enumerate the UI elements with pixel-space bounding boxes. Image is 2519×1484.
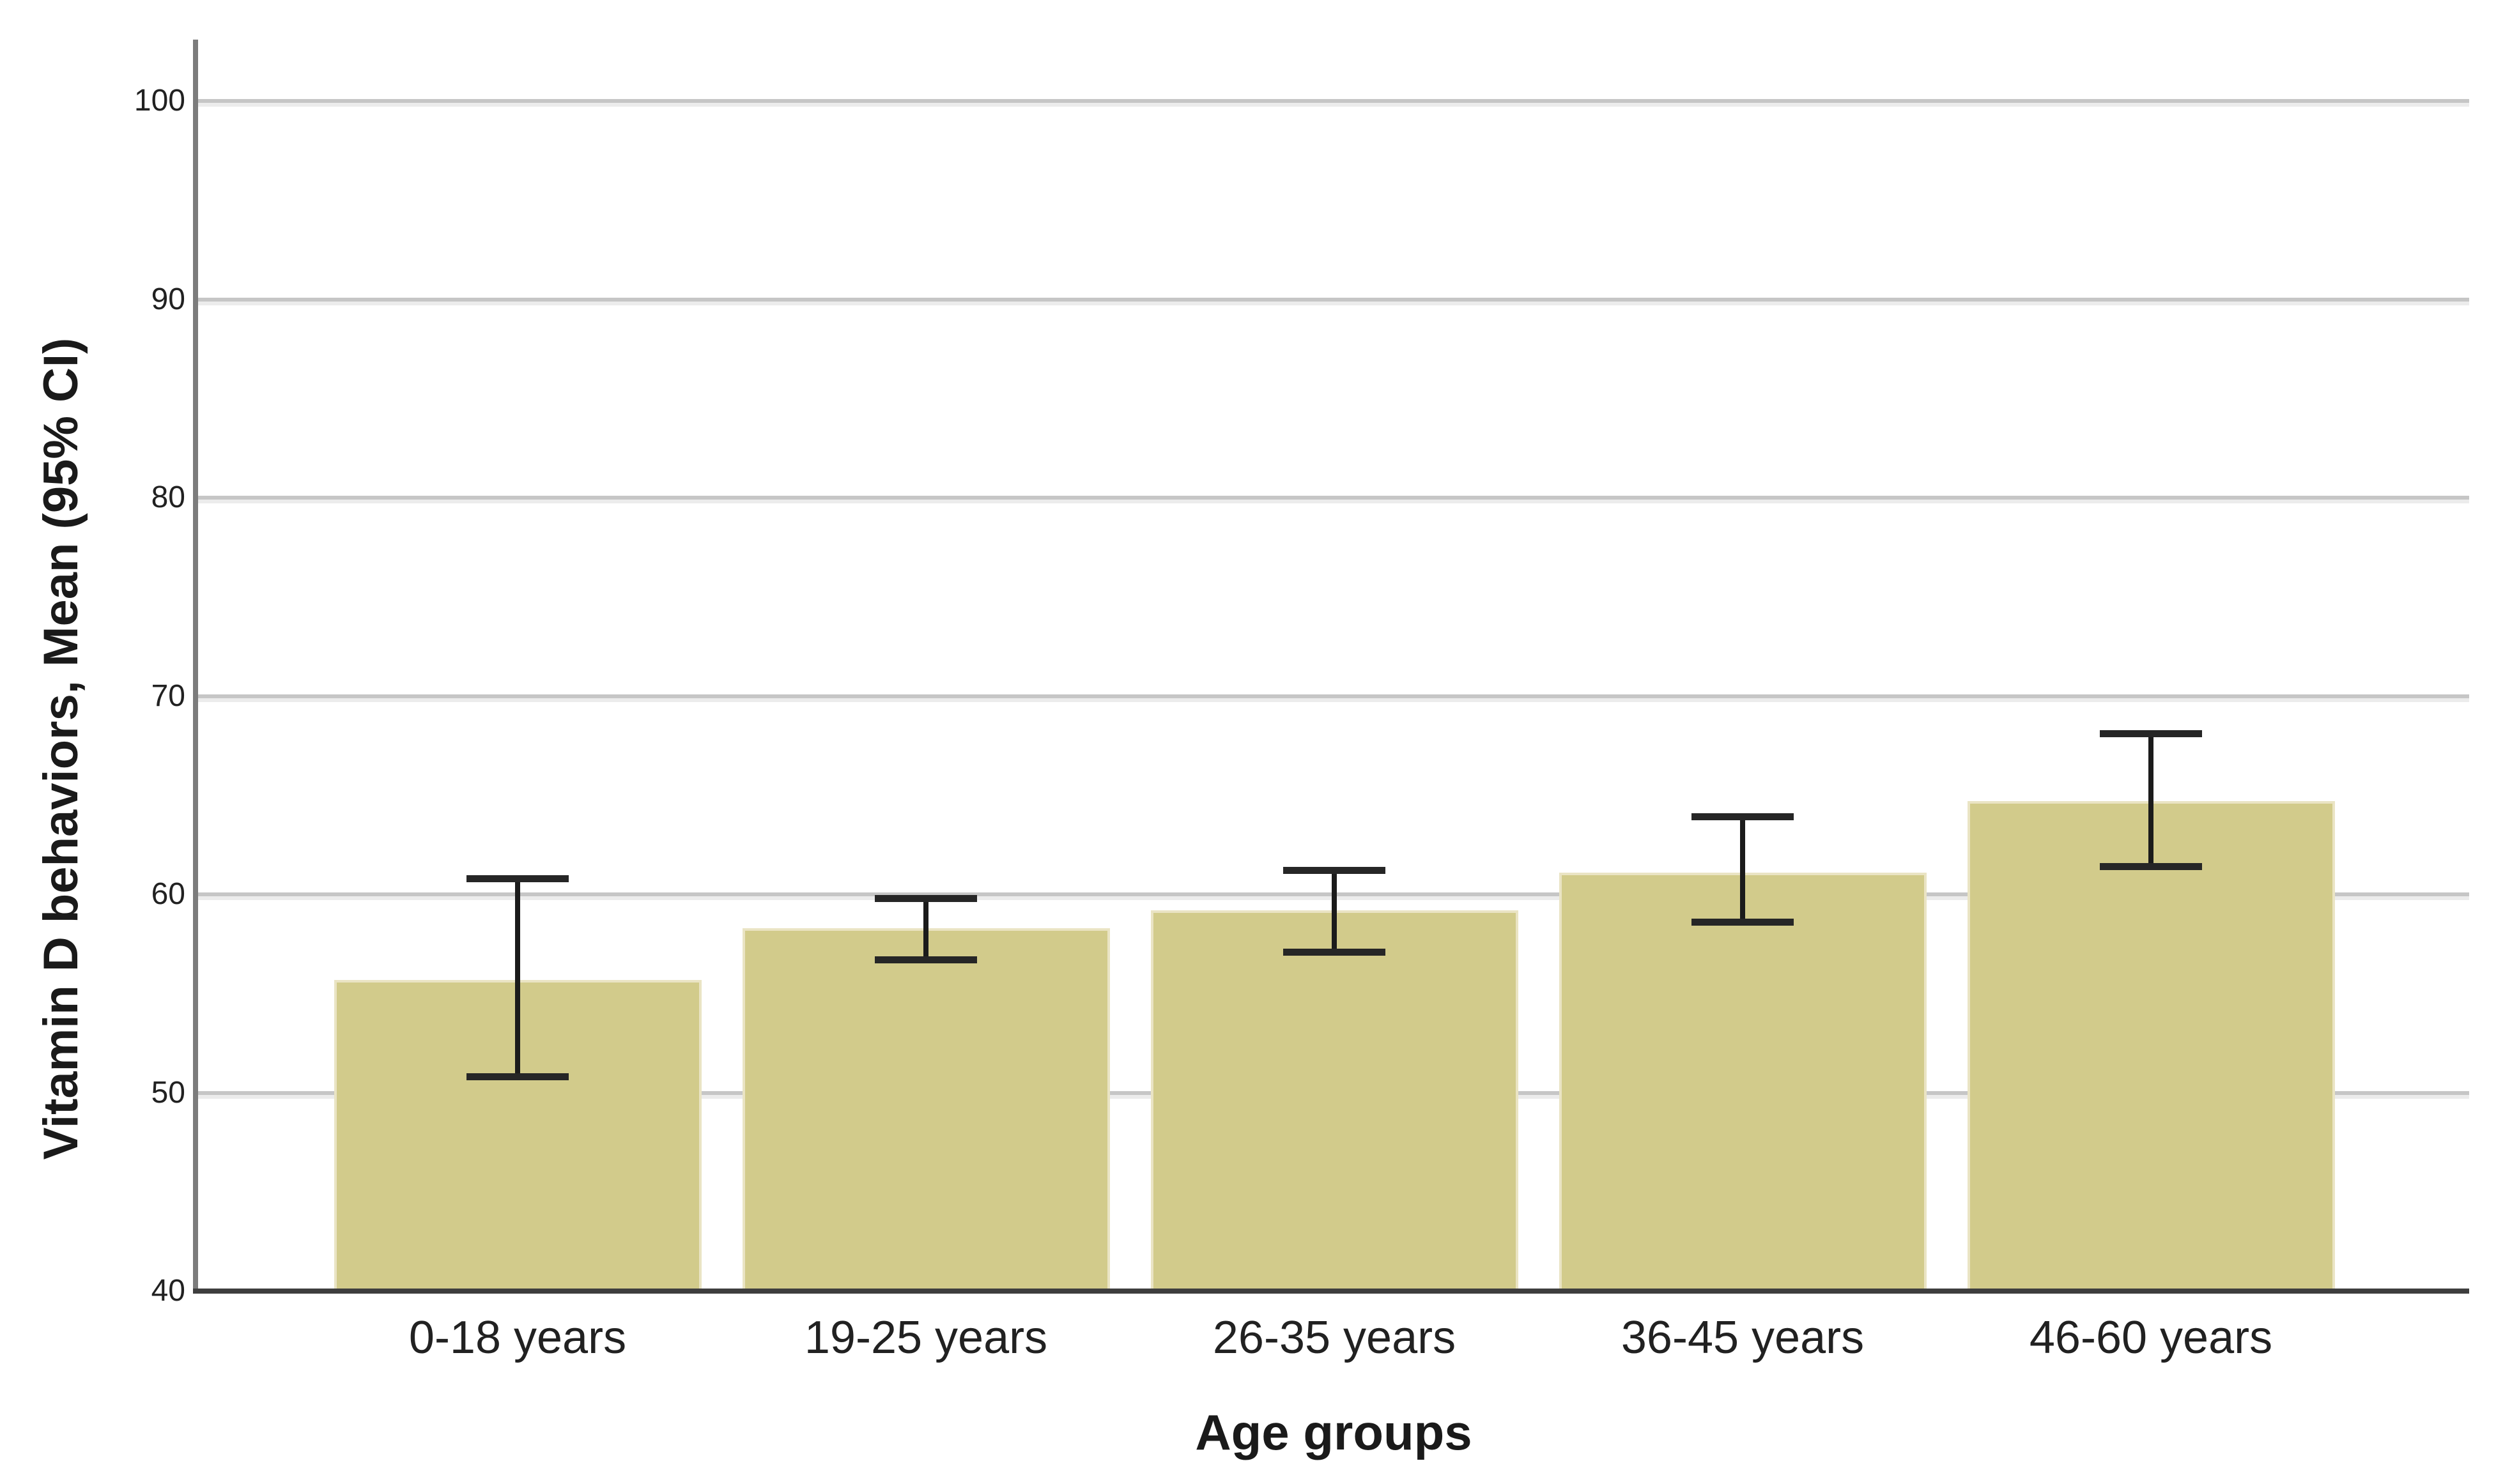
error-bar-cap-bottom <box>1283 948 1385 956</box>
error-bar-line <box>1332 870 1337 952</box>
error-bar-line <box>2148 733 2153 867</box>
x-category-label-1: 0-18 years <box>408 1312 627 1363</box>
y-tick-label-40: 40 <box>151 1274 185 1308</box>
error-bar-cap-bottom <box>875 956 977 963</box>
bar-36-45-years <box>1559 872 1927 1291</box>
y-tick-label-80: 80 <box>151 480 185 514</box>
error-bar-line <box>515 878 520 1077</box>
gridline-y-100 <box>198 99 2469 103</box>
x-axis-title: Age groups <box>1195 1404 1472 1460</box>
error-bar-cap-top <box>466 875 569 882</box>
error-bar-cap-top <box>2100 730 2202 737</box>
plot-area <box>198 40 2469 1291</box>
x-category-label-3: 26-35 years <box>1212 1312 1456 1363</box>
y-tick-label-100: 100 <box>134 84 185 118</box>
gridline-y-70 <box>198 694 2469 698</box>
y-tick-label-90: 90 <box>151 282 185 316</box>
gridline-y-80 <box>198 496 2469 500</box>
error-bar-cap-bottom <box>2100 863 2202 871</box>
error-bar-cap-bottom <box>466 1073 569 1081</box>
y-axis-title: Vitamin D behaviors, Mean (95% CI) <box>34 337 88 1160</box>
x-category-label-4: 36-45 years <box>1621 1312 1865 1363</box>
error-bar-cap-top <box>1283 867 1385 875</box>
error-bar-line <box>1740 816 1745 922</box>
error-bar-cap-top <box>1691 813 1794 821</box>
bar-26-35-years <box>1150 910 1518 1291</box>
y-tick-label-50: 50 <box>151 1075 185 1110</box>
y-tick-label-70: 70 <box>151 678 185 713</box>
x-axis-baseline <box>193 1289 2469 1294</box>
bar-46-60-years <box>1967 801 2335 1291</box>
x-category-label-2: 19-25 years <box>804 1312 1048 1363</box>
error-bar-cap-bottom <box>1691 918 1794 926</box>
bar-19-25-years <box>742 928 1110 1291</box>
x-category-label-5: 46-60 years <box>2029 1312 2273 1363</box>
y-axis-spine <box>193 40 198 1291</box>
error-bar-line <box>923 898 928 960</box>
error-bar-cap-top <box>875 894 977 902</box>
y-tick-label-60: 60 <box>151 877 185 911</box>
gridline-y-90 <box>198 297 2469 302</box>
